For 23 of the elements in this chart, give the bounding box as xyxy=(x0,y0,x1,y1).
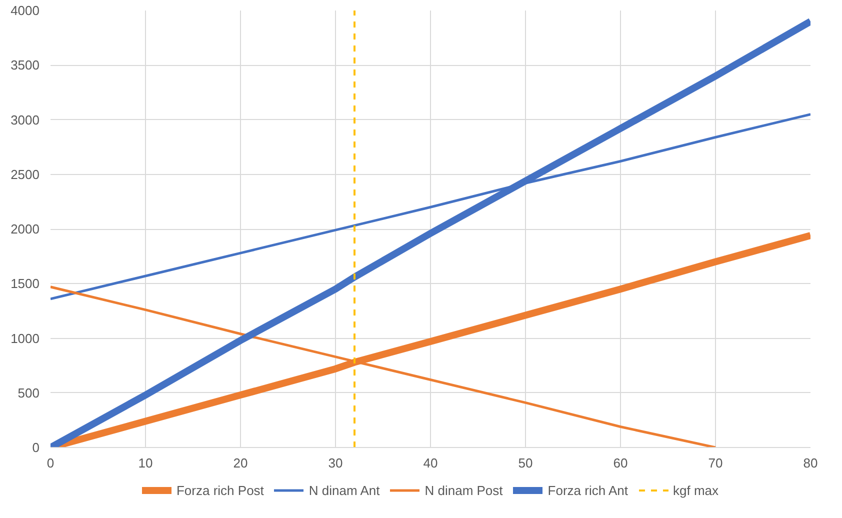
y-tick-label: 4000 xyxy=(10,3,40,18)
x-tick-label: 60 xyxy=(613,456,628,470)
y-tick-label: 0 xyxy=(32,440,40,455)
y-tick-label: 1000 xyxy=(10,330,40,346)
legend-label: Forza rich Post xyxy=(176,482,264,498)
x-tick-label: 20 xyxy=(233,456,248,470)
x-tick-label: 40 xyxy=(423,456,438,470)
legend-label: N dinam Ant xyxy=(308,482,380,498)
y-tick-label: 2000 xyxy=(10,222,40,236)
x-tick-label: 50 xyxy=(518,456,533,470)
x-tick-label: 10 xyxy=(138,456,153,470)
y-tick-label: 1500 xyxy=(10,276,40,292)
x-tick-label: 30 xyxy=(328,456,343,470)
x-tick-label: 0 xyxy=(46,456,54,470)
y-tick-label: 3000 xyxy=(10,112,40,128)
y-tick-label: 2500 xyxy=(10,166,40,182)
x-tick-label: 70 xyxy=(708,456,723,470)
legend-label: kgf max xyxy=(672,482,719,498)
legend-label: Forza rich Ant xyxy=(548,482,628,498)
legend-label: N dinam Post xyxy=(424,482,503,498)
y-tick-label: 500 xyxy=(18,385,40,400)
y-tick-label: 3500 xyxy=(10,58,40,73)
x-tick-label: 80 xyxy=(803,456,818,470)
